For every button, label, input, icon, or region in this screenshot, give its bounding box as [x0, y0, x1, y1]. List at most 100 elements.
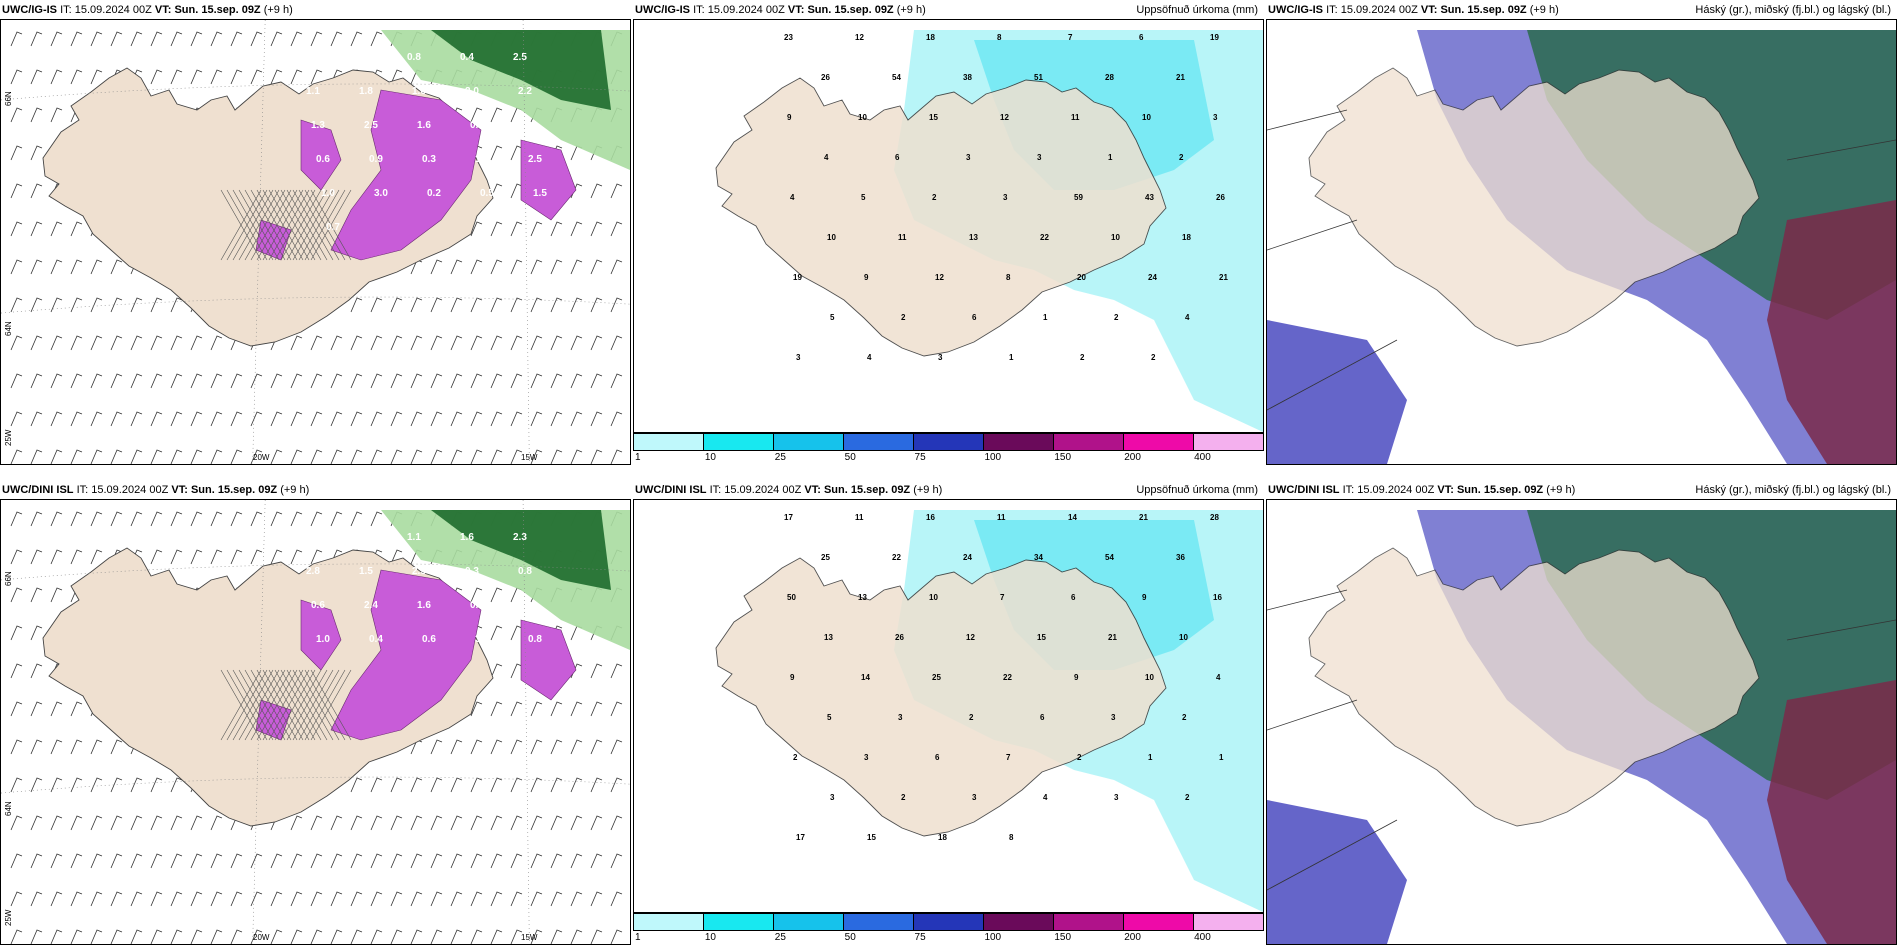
- precip-value-label: 10: [1145, 673, 1154, 682]
- precip-value-label: 2: [1151, 353, 1156, 362]
- it-label: IT:: [76, 484, 89, 496]
- precip-value-label: 15: [867, 833, 876, 842]
- panel-row2-cloud: UWC/DINI ISL IT: 15.09.2024 00Z VT: Sun.…: [1266, 480, 1897, 945]
- panel-title: UWC/DINI ISL IT: 15.09.2024 00Z VT: Sun.…: [1268, 482, 1895, 498]
- precip-value-label: 10: [1179, 633, 1188, 642]
- it-label: IT:: [693, 4, 705, 16]
- it-label: IT:: [1342, 484, 1355, 496]
- precip-value-label: 15: [1037, 633, 1046, 642]
- snow-value-label: 1.6: [417, 600, 431, 611]
- precip-value-label: 25: [932, 673, 941, 682]
- precip-value-label: 9: [790, 673, 795, 682]
- snow-value-label: 0.4: [460, 52, 474, 63]
- panel-title: UWC/DINI ISL IT: 15.09.2024 00Z VT: Sun.…: [2, 482, 629, 498]
- valid-time: Sun. 15.sep. 09Z: [174, 4, 261, 16]
- valid-time: Sun. 15.sep. 09Z: [807, 4, 894, 16]
- precip-value-label: 51: [1034, 73, 1043, 82]
- snow-value-label: 2.4: [364, 600, 378, 611]
- precip-value-label: 7: [1068, 33, 1073, 42]
- colorbar-tick-label: 10: [704, 452, 716, 463]
- colorbar-segment: [844, 434, 914, 450]
- precip-value-label: 3: [1111, 713, 1116, 722]
- colorbar-tick-label: 1: [635, 932, 641, 943]
- cloud-map: [1266, 19, 1897, 465]
- precip-value-label: 24: [1148, 273, 1157, 282]
- snow-map: 0.7 0.9 0.8 0.4 2.5 1.1 1.8 1.6 2.0 2.2 1.3 2.5 1.6 0…: [0, 19, 631, 465]
- snow-value-label: 2.5: [364, 120, 378, 131]
- precip-value-label: 18: [938, 833, 947, 842]
- model-name: UWC/IG-IS: [2, 4, 57, 16]
- precip-value-label: 7: [1000, 593, 1005, 602]
- colorbar-tick-label: 10: [704, 932, 716, 943]
- it-label: IT:: [60, 4, 72, 16]
- snow-value-label: 0.5: [480, 188, 494, 199]
- precip-value-label: 10: [827, 233, 836, 242]
- colorbar-tick-label: 200: [1124, 452, 1141, 463]
- precip-value-label: 3: [1003, 193, 1008, 202]
- colorbar-segment: [984, 434, 1054, 450]
- vt-label: VT:: [1420, 4, 1438, 16]
- axis-label: 15W: [521, 453, 538, 462]
- snow-value-label: 1.6: [412, 86, 426, 97]
- precip-value-label: 17: [784, 513, 793, 522]
- snow-value-label: 1.3: [475, 154, 489, 165]
- colorbar-segment: [634, 434, 704, 450]
- precip-value-label: 6: [1040, 713, 1045, 722]
- axis-label: 64N: [4, 801, 13, 816]
- precip-value-label: 3: [796, 353, 801, 362]
- colorbar-tick-label: 25: [774, 932, 786, 943]
- precip-value-label: 54: [1105, 553, 1114, 562]
- precip-value-label: 22: [1040, 233, 1049, 242]
- precip-value-label: 12: [935, 273, 944, 282]
- snow-value-label: 0.5: [470, 600, 484, 611]
- colorbar-segment: [844, 914, 914, 930]
- precip-value-label: 3: [898, 713, 903, 722]
- precip-value-label: 11: [855, 513, 864, 522]
- snow-value-label: 0.6: [311, 600, 325, 611]
- precip-value-label: 6: [972, 313, 977, 322]
- axis-label: 66N: [4, 571, 13, 586]
- colorbar-tick-label: 50: [844, 452, 856, 463]
- precip-value-label: 22: [1003, 673, 1012, 682]
- colorbar-tick-label: 25: [774, 452, 786, 463]
- panel-row1-precip: UWC/IG-IS IT: 15.09.2024 00Z VT: Sun. 15…: [633, 0, 1264, 462]
- precip-value-label: 1: [1009, 353, 1014, 362]
- precip-value-label: 21: [1108, 633, 1117, 642]
- snow-value-label: 1.0: [354, 532, 368, 543]
- precip-value-label: 11: [898, 233, 907, 242]
- precip-value-label: 50: [787, 593, 796, 602]
- precip-value-label: 2: [1182, 713, 1187, 722]
- precip-value-label: 3: [1213, 113, 1218, 122]
- precip-value-label: 15: [929, 113, 938, 122]
- precip-value-label: 5: [830, 313, 835, 322]
- precip-value-label: 13: [969, 233, 978, 242]
- colorbar-segment: [1054, 434, 1124, 450]
- precip-value-label: 12: [966, 633, 975, 642]
- colorbar-tick-label: 200: [1124, 932, 1141, 943]
- snow-value-label: 1.0: [321, 188, 335, 199]
- snow-value-label: 0.8: [470, 120, 484, 131]
- snow-value-label: 1.5: [359, 566, 373, 577]
- colorbar-segment: [1194, 914, 1263, 930]
- precip-value-label: 4: [1216, 673, 1221, 682]
- precip-value-label: 28: [1210, 513, 1219, 522]
- precip-title: Uppsöfnuð úrkoma (mm): [1136, 484, 1258, 496]
- snow-value-label: 2.0: [465, 86, 479, 97]
- snow-value-label: 0.3: [465, 566, 479, 577]
- colorbar-segment: [704, 434, 774, 450]
- colorbar-tick-label: 1: [635, 452, 641, 463]
- colorbar-tick-label: 100: [984, 932, 1002, 943]
- precip-value-label: 36: [1176, 553, 1185, 562]
- panel-title: UWC/DINI ISL IT: 15.09.2024 00Z VT: Sun.…: [635, 482, 1262, 498]
- precip-value-label: 3: [938, 353, 943, 362]
- precip-value-label: 2: [932, 193, 937, 202]
- snow-value-label: 1.6: [460, 532, 474, 543]
- snow-value-label: 0.8: [407, 52, 421, 63]
- colorbar-segment: [914, 914, 984, 930]
- snow-value-label: 0.6: [316, 154, 330, 165]
- precip-value-label: 2: [969, 713, 974, 722]
- precip-title: Uppsöfnuð úrkoma (mm): [1136, 4, 1258, 16]
- snow-value-label: 1.1: [407, 532, 421, 543]
- init-time: 15.09.2024 00Z: [74, 4, 152, 16]
- precip-value-label: 18: [926, 33, 935, 42]
